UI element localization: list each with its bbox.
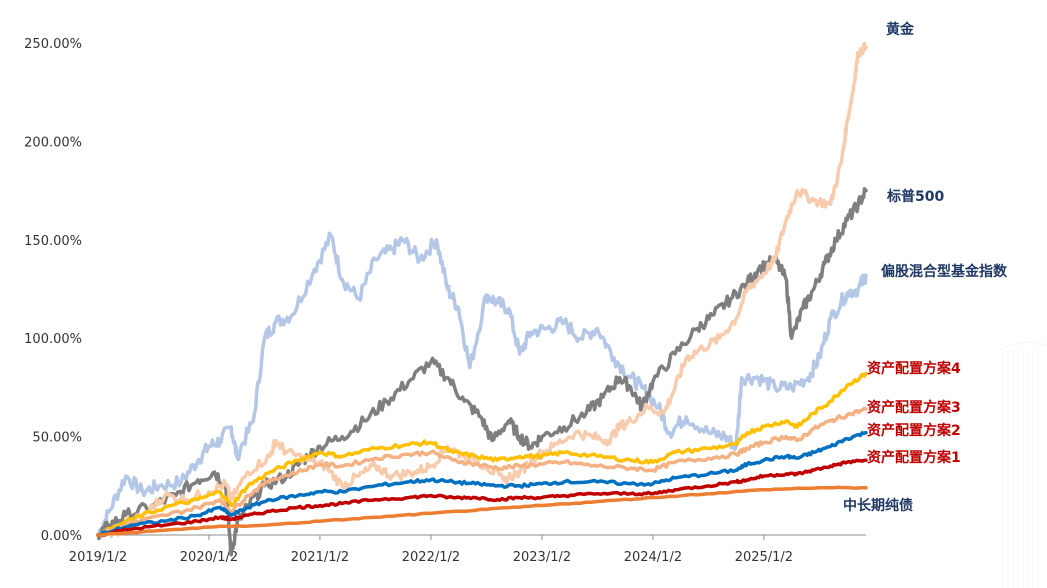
series-line-equity-fund-index bbox=[96, 231, 868, 537]
x-tick-label: 2019/1/2 bbox=[69, 550, 127, 565]
y-tick-label: 50.00% bbox=[32, 431, 82, 446]
series-label-allocation-plan-3: 资产配置方案3 bbox=[867, 399, 961, 416]
y-tick-label: 250.00% bbox=[24, 37, 82, 52]
x-tick-label: 2021/1/2 bbox=[291, 550, 349, 565]
x-tick-label: 2022/1/2 bbox=[402, 550, 460, 565]
series-line-allocation-plan-2 bbox=[96, 430, 868, 537]
series-label-mid-long-term-bond: 中长期纯债 bbox=[843, 497, 913, 514]
y-tick-label: 200.00% bbox=[24, 135, 82, 150]
series-label-sp500: 标普500 bbox=[886, 188, 944, 205]
x-tick-label: 2020/1/2 bbox=[180, 550, 238, 565]
series-label-gold: 黄金 bbox=[886, 21, 915, 38]
series-label-allocation-plan-2: 资产配置方案2 bbox=[867, 422, 961, 439]
series-label-allocation-plan-4: 资产配置方案4 bbox=[867, 360, 961, 377]
decoration-curve bbox=[999, 341, 1047, 351]
series-line-mid-long-term-bond bbox=[96, 485, 868, 537]
series-line-allocation-plan-4 bbox=[96, 371, 868, 537]
series-label-equity-fund-index: 偏股混合型基金指数 bbox=[881, 263, 1008, 280]
y-tick-label: 150.00% bbox=[24, 234, 82, 249]
x-tick-label: 2024/1/2 bbox=[624, 550, 682, 565]
x-tick-label: 2025/1/2 bbox=[735, 550, 793, 565]
y-tick-label: 0.00% bbox=[41, 529, 82, 544]
x-tick-label: 2023/1/2 bbox=[513, 550, 571, 565]
y-tick-label: 100.00% bbox=[24, 332, 82, 347]
series-label-allocation-plan-1: 资产配置方案1 bbox=[867, 449, 961, 466]
background-building-decoration bbox=[999, 341, 1047, 588]
series-line-sp500 bbox=[96, 187, 868, 557]
series-line-allocation-plan-3 bbox=[96, 406, 868, 537]
series-line-allocation-plan-1 bbox=[96, 458, 868, 537]
